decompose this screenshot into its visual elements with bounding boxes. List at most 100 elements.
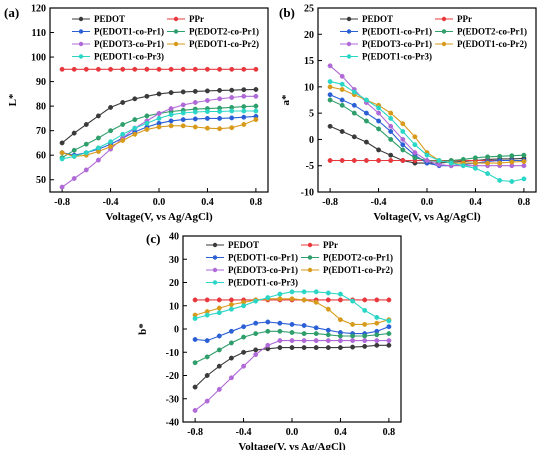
legend: PEDOT PPr P(EDOT1-co-Pr1) P(EDOT2-co-Pr1) P(… xyxy=(340,14,527,62)
data-point xyxy=(216,386,222,392)
data-point xyxy=(168,106,174,112)
data-point xyxy=(350,338,356,344)
y-tick-label: 120 xyxy=(31,4,46,15)
data-point xyxy=(509,159,515,165)
data-point xyxy=(289,296,295,302)
data-point xyxy=(108,144,114,150)
panel-label: (b) xyxy=(279,5,295,20)
data-point xyxy=(229,125,235,131)
data-point xyxy=(156,124,162,130)
data-point xyxy=(120,122,126,127)
data-point xyxy=(95,66,101,72)
data-point xyxy=(216,310,222,316)
legend-marker xyxy=(307,255,313,260)
data-point xyxy=(363,139,369,145)
data-point xyxy=(472,160,478,166)
data-point xyxy=(204,115,210,121)
data-point xyxy=(192,337,198,342)
data-point xyxy=(497,160,503,166)
legend-marker xyxy=(346,41,352,47)
data-point xyxy=(216,363,222,369)
legend-label: PPr xyxy=(189,14,204,24)
data-point xyxy=(277,291,283,297)
data-point xyxy=(204,98,210,103)
legend: PEDOT PPr P(EDOT1-co-Pr1) P(EDOT2-co-Pr1) P(… xyxy=(206,240,393,288)
x-tick-label: 0.0 xyxy=(153,197,166,208)
data-point xyxy=(350,344,356,350)
data-point xyxy=(132,125,138,131)
legend-marker xyxy=(173,29,179,34)
data-point xyxy=(144,113,150,119)
legend-label: P(EDOT1-co-Pr3) xyxy=(94,52,164,62)
data-point xyxy=(241,334,247,340)
data-point xyxy=(253,87,259,92)
x-tick-label: 0.8 xyxy=(250,197,263,208)
data-point xyxy=(485,154,491,160)
data-point xyxy=(374,332,380,338)
data-point xyxy=(339,97,345,103)
data-point xyxy=(289,338,295,344)
data-point xyxy=(400,147,406,153)
data-point xyxy=(228,375,234,381)
data-point xyxy=(229,87,235,93)
legend-label: PEDOT xyxy=(94,14,125,24)
data-point xyxy=(412,155,418,161)
data-point xyxy=(339,87,345,92)
series-5 xyxy=(59,117,259,159)
data-point xyxy=(325,297,331,303)
series-6 xyxy=(192,289,392,324)
data-point xyxy=(95,113,101,119)
data-point xyxy=(472,155,478,161)
legend-marker xyxy=(78,29,84,34)
data-point xyxy=(241,87,247,93)
data-point xyxy=(204,312,210,318)
data-point xyxy=(362,338,368,344)
legend-label: PEDOT xyxy=(362,14,393,24)
series-line xyxy=(194,340,389,411)
data-point xyxy=(388,158,394,163)
plot-frame xyxy=(182,235,402,423)
data-point xyxy=(301,345,307,351)
data-point xyxy=(521,159,527,164)
data-point xyxy=(412,142,418,148)
series-3 xyxy=(192,328,392,366)
legend-label: P(EDOT2-co-Pr1) xyxy=(189,27,259,37)
data-point xyxy=(363,118,369,124)
data-point xyxy=(301,323,307,328)
data-point xyxy=(241,122,247,127)
data-point xyxy=(376,105,382,111)
y-tick-label: 15 xyxy=(304,56,314,67)
legend-marker xyxy=(78,16,84,22)
data-point xyxy=(83,141,89,147)
data-point xyxy=(277,345,283,351)
data-point xyxy=(108,139,114,145)
y-tick-label: 20 xyxy=(304,30,314,41)
data-point xyxy=(424,158,430,163)
data-point xyxy=(168,118,174,124)
legend-label: P(EDOT1-co-Pr1) xyxy=(362,27,432,37)
data-point xyxy=(144,120,150,126)
legend-label: P(EDOT1-co-Pr1) xyxy=(228,253,298,263)
x-tick-label: -0.8 xyxy=(187,427,203,438)
data-point xyxy=(362,333,368,339)
data-point xyxy=(120,131,126,137)
data-point xyxy=(241,93,247,99)
data-point xyxy=(192,124,198,130)
series-1 xyxy=(59,66,259,72)
series-2 xyxy=(192,319,392,344)
data-point xyxy=(325,338,331,344)
data-point xyxy=(120,100,126,105)
data-point xyxy=(132,66,138,72)
data-point xyxy=(313,289,319,295)
data-point xyxy=(386,338,392,344)
data-point xyxy=(180,123,186,129)
data-point xyxy=(265,295,271,301)
data-point xyxy=(253,66,259,72)
data-point xyxy=(388,136,394,142)
data-point xyxy=(216,297,222,303)
data-point xyxy=(59,184,65,190)
y-tick-label: 40 xyxy=(169,232,179,243)
chart-panel-0: -0.8 -0.4 0.0 0.4 0.8 50 60 70 80 90 100 110 120 Volt… xyxy=(4,4,269,223)
data-point xyxy=(400,129,406,134)
data-point xyxy=(229,115,235,121)
